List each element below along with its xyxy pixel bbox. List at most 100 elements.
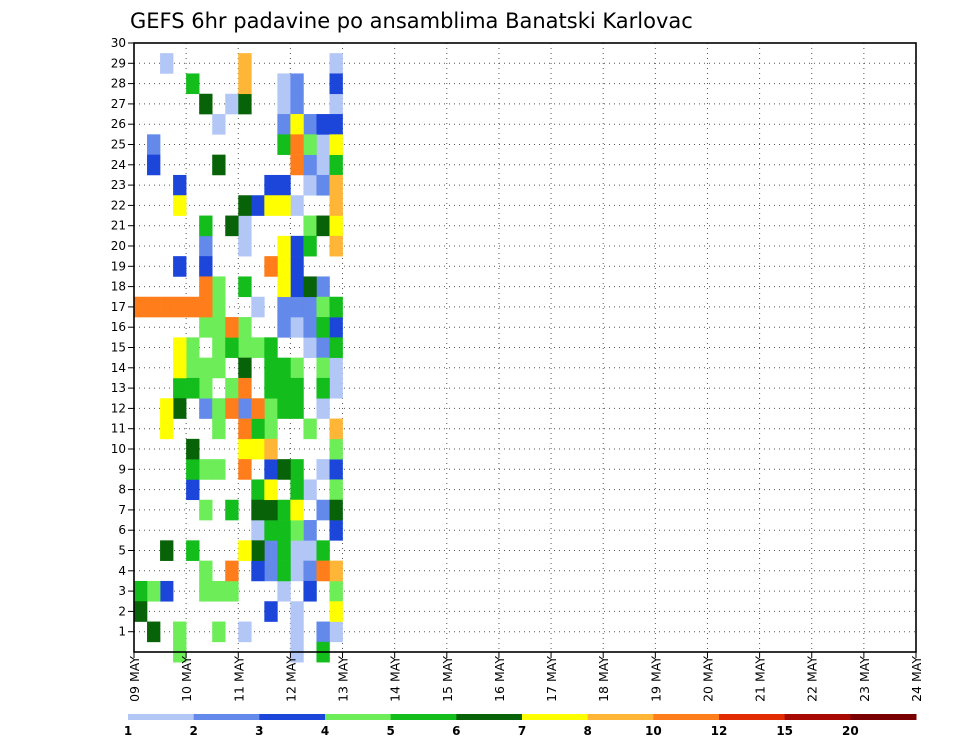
heatmap-cell <box>225 580 239 602</box>
heatmap-cell <box>277 73 291 95</box>
heatmap-cell <box>277 134 291 155</box>
heatmap-cell <box>173 398 187 419</box>
heatmap-cell <box>303 215 317 237</box>
heatmap-cell <box>251 195 265 216</box>
heatmap-cell <box>251 438 265 460</box>
heatmap-cell <box>238 215 252 237</box>
heatmap-cell <box>199 580 213 602</box>
heatmap-cell <box>277 235 291 257</box>
heatmap-cell <box>303 580 317 602</box>
x-tick-label: 24 MAY <box>909 656 924 702</box>
heatmap-cell <box>290 73 304 95</box>
colorbar-swatch <box>456 714 523 720</box>
heatmap-cell <box>173 621 187 643</box>
y-tick-label: 14 <box>111 361 126 375</box>
heatmap-cell <box>290 540 304 561</box>
heatmap-cell <box>160 53 174 74</box>
y-tick-label: 30 <box>111 36 126 50</box>
heatmap-cell <box>303 154 317 176</box>
colorbar-label: 8 <box>583 724 591 738</box>
chart-title: GEFS 6hr padavine po ansamblima Banatski… <box>130 9 693 33</box>
colorbar-swatch <box>193 714 260 720</box>
heatmap-cell <box>277 317 291 338</box>
heatmap-cell <box>290 296 304 318</box>
y-tick-label: 3 <box>118 584 126 598</box>
heatmap-cell <box>329 235 343 257</box>
colorbar-label: 5 <box>386 724 394 738</box>
heatmap-cell <box>160 398 174 419</box>
y-tick-label: 27 <box>111 97 126 111</box>
heatmap-cell <box>238 438 252 460</box>
heatmap-cell <box>238 398 252 419</box>
heatmap-cell <box>277 93 291 115</box>
y-tick-label: 13 <box>111 381 126 395</box>
y-tick-label: 4 <box>118 564 126 578</box>
heatmap-cell <box>316 398 330 419</box>
heatmap-cell <box>303 317 317 338</box>
heatmap-cell <box>316 296 330 318</box>
y-tick-label: 2 <box>118 604 126 618</box>
heatmap-cell <box>316 174 330 196</box>
heatmap-cell <box>290 459 304 480</box>
heatmap-cell <box>277 377 291 399</box>
heatmap-cell <box>199 93 213 115</box>
x-tick-label: 23 MAY <box>857 656 872 702</box>
heatmap-cell <box>290 479 304 501</box>
heatmap-cell <box>238 195 252 216</box>
heatmap-cell <box>225 93 239 115</box>
heatmap-cell <box>225 499 239 521</box>
heatmap-cell <box>264 520 278 541</box>
heatmap-cell <box>264 438 278 460</box>
heatmap-cell <box>329 438 343 460</box>
colorbar-label: 3 <box>255 724 263 738</box>
heatmap-cell <box>264 601 278 622</box>
heatmap-cell <box>173 357 187 379</box>
heatmap-cell <box>329 601 343 622</box>
heatmap-cell <box>238 337 252 358</box>
heatmap-cell <box>290 256 304 277</box>
heatmap-cell <box>316 377 330 399</box>
colorbar-label: 20 <box>842 724 859 738</box>
x-tick-label: 17 MAY <box>544 656 559 702</box>
heatmap-cell <box>290 154 304 176</box>
heatmap-cell <box>225 317 239 338</box>
heatmap-cell <box>264 357 278 379</box>
heatmap-cell <box>212 459 226 480</box>
heatmap-cell <box>225 560 239 582</box>
heatmap-cell <box>186 438 200 460</box>
x-tick-label: 20 MAY <box>700 656 715 702</box>
heatmap-cells <box>134 53 343 663</box>
heatmap-cell <box>251 479 265 501</box>
colorbar-label: 15 <box>776 724 793 738</box>
y-tick-label: 7 <box>118 503 126 517</box>
y-tick-label: 24 <box>111 158 126 172</box>
heatmap-cell <box>238 418 252 440</box>
heatmap-cell <box>160 296 174 318</box>
heatmap-cell <box>303 296 317 318</box>
heatmap-cell <box>264 256 278 277</box>
heatmap-cell <box>199 256 213 277</box>
heatmap-cell <box>316 621 330 643</box>
heatmap-cell <box>290 560 304 582</box>
heatmap-cell <box>199 377 213 399</box>
heatmap-cell <box>199 215 213 237</box>
heatmap-cell <box>316 134 330 155</box>
heatmap-cell <box>290 621 304 643</box>
heatmap-cell <box>290 377 304 399</box>
heatmap-cell <box>316 499 330 521</box>
heatmap-cell <box>134 296 148 318</box>
heatmap-cell <box>173 174 187 196</box>
heatmap-cell <box>199 296 213 318</box>
heatmap-cell <box>290 499 304 521</box>
heatmap-cell <box>329 621 343 643</box>
y-tick-label: 11 <box>111 422 126 436</box>
heatmap-cell <box>238 357 252 379</box>
colorbar-swatch <box>653 714 720 720</box>
x-axis: 09 MAY 10 MAY 11 MAY 12 MAY 13 MAY 14 MAY 15 M… <box>127 652 924 702</box>
heatmap-cell <box>251 499 265 521</box>
heatmap-cell <box>199 317 213 338</box>
heatmap-cell <box>329 195 343 216</box>
heatmap-cell <box>277 256 291 277</box>
heatmap-cell <box>212 398 226 419</box>
heatmap-cell <box>264 174 278 196</box>
